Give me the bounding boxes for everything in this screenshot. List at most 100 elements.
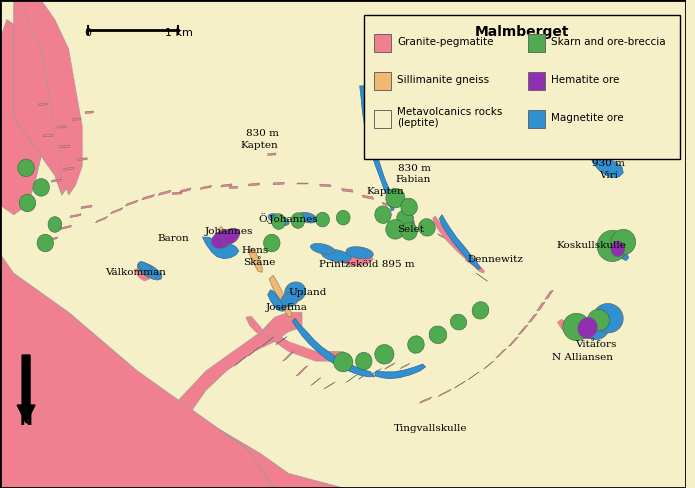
Text: Vitåfors: Vitåfors [575,340,616,349]
Ellipse shape [334,352,353,372]
Polygon shape [21,0,83,195]
Text: Kapten: Kapten [240,141,278,150]
Polygon shape [95,216,108,223]
Ellipse shape [263,234,280,252]
Ellipse shape [563,313,590,341]
Ellipse shape [33,179,49,196]
Text: Hens: Hens [242,246,269,255]
Ellipse shape [584,312,610,340]
Polygon shape [342,188,353,192]
Text: Fabian: Fabian [395,175,431,184]
Text: Viri: Viri [598,171,618,180]
Polygon shape [545,290,553,299]
Text: Baron: Baron [157,234,189,243]
Polygon shape [476,273,487,281]
Polygon shape [296,366,308,376]
Ellipse shape [597,230,628,262]
Polygon shape [43,134,53,137]
Polygon shape [261,337,274,346]
Ellipse shape [450,314,466,330]
Polygon shape [432,216,484,273]
Polygon shape [234,356,247,366]
FancyArrow shape [17,355,35,423]
Ellipse shape [375,345,394,364]
Polygon shape [590,155,623,178]
Ellipse shape [138,262,153,273]
Text: 1 km: 1 km [165,28,193,38]
Polygon shape [567,319,593,339]
Polygon shape [60,145,70,148]
Polygon shape [437,234,450,241]
Polygon shape [311,377,321,386]
Text: Hematite ore: Hematite ore [551,75,620,84]
Ellipse shape [18,159,34,177]
Ellipse shape [429,326,447,344]
Polygon shape [528,314,537,323]
Polygon shape [142,194,154,200]
Text: Upland: Upland [288,288,327,297]
Polygon shape [73,118,81,121]
Polygon shape [496,348,507,358]
Ellipse shape [336,210,350,225]
Bar [363,15,680,159]
Ellipse shape [408,336,424,353]
Ellipse shape [587,309,610,331]
Text: Malmberget: Malmberget [475,24,569,39]
Polygon shape [283,351,294,361]
Polygon shape [202,237,239,259]
Polygon shape [179,312,302,410]
Text: Selet: Selet [397,225,424,234]
Text: Sillimanite gneiss: Sillimanite gneiss [398,75,489,84]
Polygon shape [320,184,331,187]
Text: Tingvallskulle: Tingvallskulle [394,424,468,433]
Ellipse shape [611,229,636,255]
Polygon shape [297,183,307,184]
Polygon shape [221,184,232,187]
Text: Skarn and ore-breccia: Skarn and ore-breccia [551,37,666,47]
Polygon shape [60,225,72,229]
Polygon shape [85,111,93,114]
Polygon shape [126,200,138,206]
Ellipse shape [401,198,418,216]
Polygon shape [508,337,518,346]
Ellipse shape [19,194,35,212]
Polygon shape [81,205,92,209]
Ellipse shape [291,213,305,228]
Polygon shape [293,318,375,377]
Polygon shape [64,167,74,170]
Polygon shape [384,363,395,369]
Bar [374,34,391,52]
Text: Välkomman: Välkomman [106,268,166,277]
Ellipse shape [386,220,405,239]
Polygon shape [360,86,394,211]
Ellipse shape [211,230,234,248]
Polygon shape [402,212,414,218]
Polygon shape [261,327,343,361]
Polygon shape [557,319,578,337]
Ellipse shape [346,246,373,259]
Ellipse shape [272,214,286,229]
Polygon shape [375,364,425,379]
Polygon shape [179,188,191,193]
Text: Granite-pegmatite: Granite-pegmatite [398,37,494,47]
Polygon shape [135,267,149,281]
Text: Printzsköld 895 m: Printzsköld 895 m [320,260,415,269]
Ellipse shape [298,212,317,223]
Polygon shape [371,368,382,375]
Ellipse shape [138,263,162,280]
Polygon shape [438,389,451,397]
Ellipse shape [375,206,391,224]
Ellipse shape [418,219,435,236]
Text: Josefina: Josefina [266,303,308,312]
Polygon shape [268,290,286,311]
Text: Skåne: Skåne [243,258,276,267]
Polygon shape [484,361,494,369]
Polygon shape [47,237,58,242]
Ellipse shape [48,217,62,232]
Ellipse shape [401,223,417,240]
Text: Koskullskulle: Koskullskulle [557,242,627,250]
Polygon shape [218,226,234,242]
Polygon shape [324,382,335,389]
Polygon shape [200,185,211,189]
Polygon shape [51,179,61,182]
